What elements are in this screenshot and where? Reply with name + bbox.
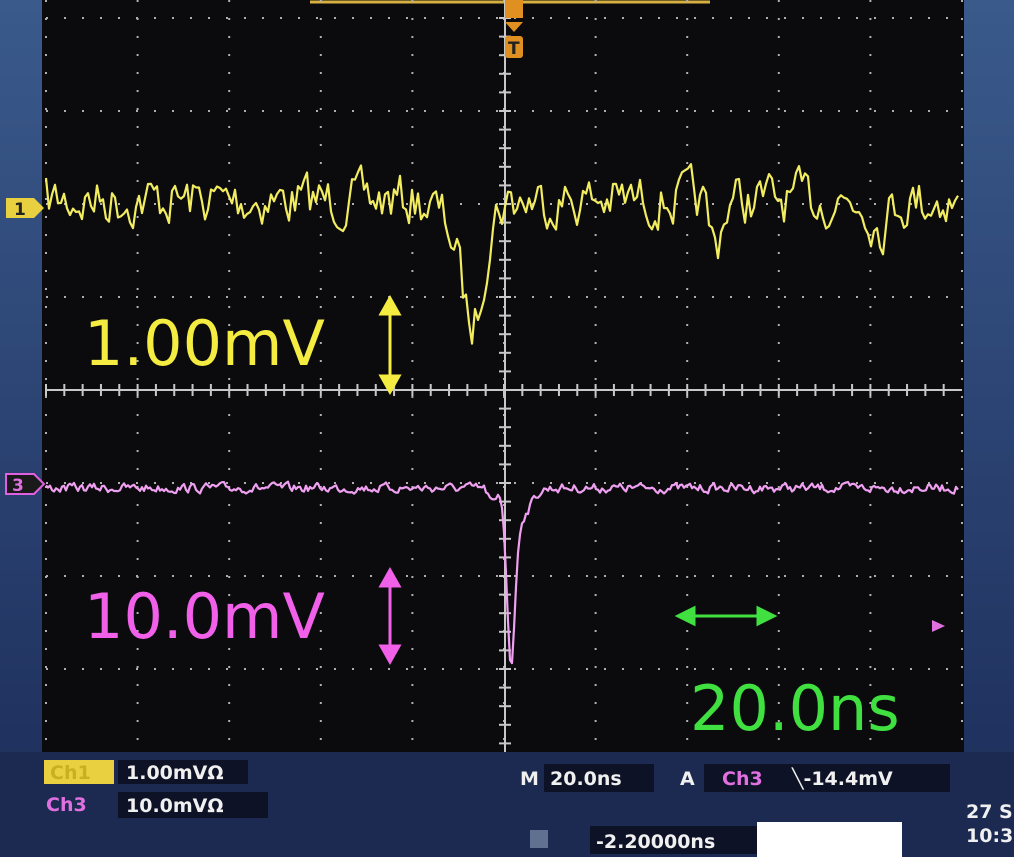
trigger-box: [704, 764, 950, 792]
trigger-source: Ch3: [722, 768, 763, 790]
time-arrow: [674, 605, 778, 627]
trigger-marker-label: T: [508, 39, 520, 59]
ch3-scale-box: [118, 792, 268, 818]
ch3-marker-label: 3: [12, 476, 24, 496]
ch1-label-box: [44, 760, 114, 784]
ch3-scale: 10.0mVΩ: [126, 795, 224, 817]
ch1-marker: [6, 198, 44, 218]
cover-box: [757, 822, 902, 857]
trigger-level-marker: [932, 620, 945, 632]
ch3-label: Ch3: [46, 794, 87, 816]
timebase-box: [544, 764, 654, 792]
graticule-area: [42, 0, 964, 752]
trigger-pos: [505, 0, 523, 18]
position-icon: [530, 830, 548, 848]
trigger-arrow: [505, 22, 523, 32]
time-scale-annotation: 20.0ns: [690, 672, 900, 745]
ch1-marker-label: 1: [14, 200, 26, 220]
grid: [45, 0, 963, 752]
ch1-arrow: [378, 294, 402, 396]
main-timebase: 20.0ns: [550, 768, 622, 790]
trigger-level: ╲-14.4mV: [791, 767, 893, 790]
position: -2.20000ns: [596, 831, 715, 853]
traces: [44, 163, 959, 665]
ch3-marker: [5, 473, 46, 495]
ch1-scale-box: [118, 760, 248, 784]
ch3-arrow: [378, 566, 402, 666]
ch1-scale: 1.00mVΩ: [126, 762, 224, 784]
trigger-label: A: [680, 768, 695, 790]
position-box: [590, 826, 760, 854]
ch3-scale-annotation: 10.0mV: [84, 580, 325, 653]
waveform: [44, 163, 959, 345]
date: 27 S: [966, 801, 1013, 823]
waveform: [45, 480, 959, 665]
main-label: M: [520, 768, 539, 790]
trigger-marker: [505, 36, 523, 58]
time: 10:3: [966, 825, 1013, 847]
ch1-scale-annotation: 1.00mV: [84, 307, 325, 380]
ch1-label: Ch1: [50, 762, 91, 784]
